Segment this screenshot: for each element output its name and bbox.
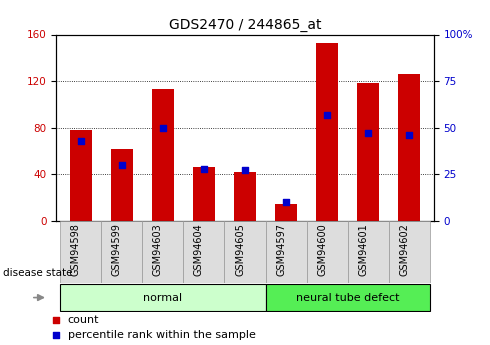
Point xyxy=(364,130,372,136)
Text: GSM94599: GSM94599 xyxy=(112,223,122,276)
Text: GSM94600: GSM94600 xyxy=(317,223,327,276)
Text: GSM94598: GSM94598 xyxy=(71,223,81,276)
Bar xyxy=(357,83,379,221)
Text: GSM94597: GSM94597 xyxy=(276,223,286,276)
Point xyxy=(77,138,85,144)
Point xyxy=(405,132,413,138)
Bar xyxy=(234,172,256,221)
Text: GSM94603: GSM94603 xyxy=(153,223,163,276)
Bar xyxy=(70,130,92,221)
Point xyxy=(241,168,249,173)
Text: normal: normal xyxy=(144,293,183,303)
Point xyxy=(241,266,249,271)
Bar xyxy=(60,284,266,311)
Bar xyxy=(111,149,133,221)
Bar xyxy=(266,221,307,283)
Bar xyxy=(266,284,430,311)
Point xyxy=(200,166,208,171)
Point xyxy=(118,162,126,168)
Text: GSM94604: GSM94604 xyxy=(194,223,204,276)
Bar xyxy=(60,221,101,283)
Bar xyxy=(183,221,224,283)
Bar xyxy=(275,205,297,221)
Point xyxy=(282,199,290,205)
Bar xyxy=(389,221,430,283)
Text: percentile rank within the sample: percentile rank within the sample xyxy=(68,330,256,340)
Bar xyxy=(316,43,338,221)
Point xyxy=(323,112,331,117)
Text: GSM94602: GSM94602 xyxy=(399,223,409,276)
Bar xyxy=(398,74,420,221)
Text: disease state: disease state xyxy=(3,268,73,278)
Bar xyxy=(224,221,266,283)
Bar xyxy=(152,89,174,221)
Bar xyxy=(307,221,347,283)
Text: GSM94601: GSM94601 xyxy=(358,223,368,276)
Bar xyxy=(347,221,389,283)
Text: GSM94605: GSM94605 xyxy=(235,223,245,276)
Bar xyxy=(143,221,183,283)
Bar xyxy=(193,167,215,221)
Title: GDS2470 / 244865_at: GDS2470 / 244865_at xyxy=(169,18,321,32)
Point xyxy=(159,125,167,130)
Text: neural tube defect: neural tube defect xyxy=(296,293,399,303)
Text: count: count xyxy=(68,315,99,325)
Point xyxy=(241,132,249,138)
Bar xyxy=(101,221,143,283)
